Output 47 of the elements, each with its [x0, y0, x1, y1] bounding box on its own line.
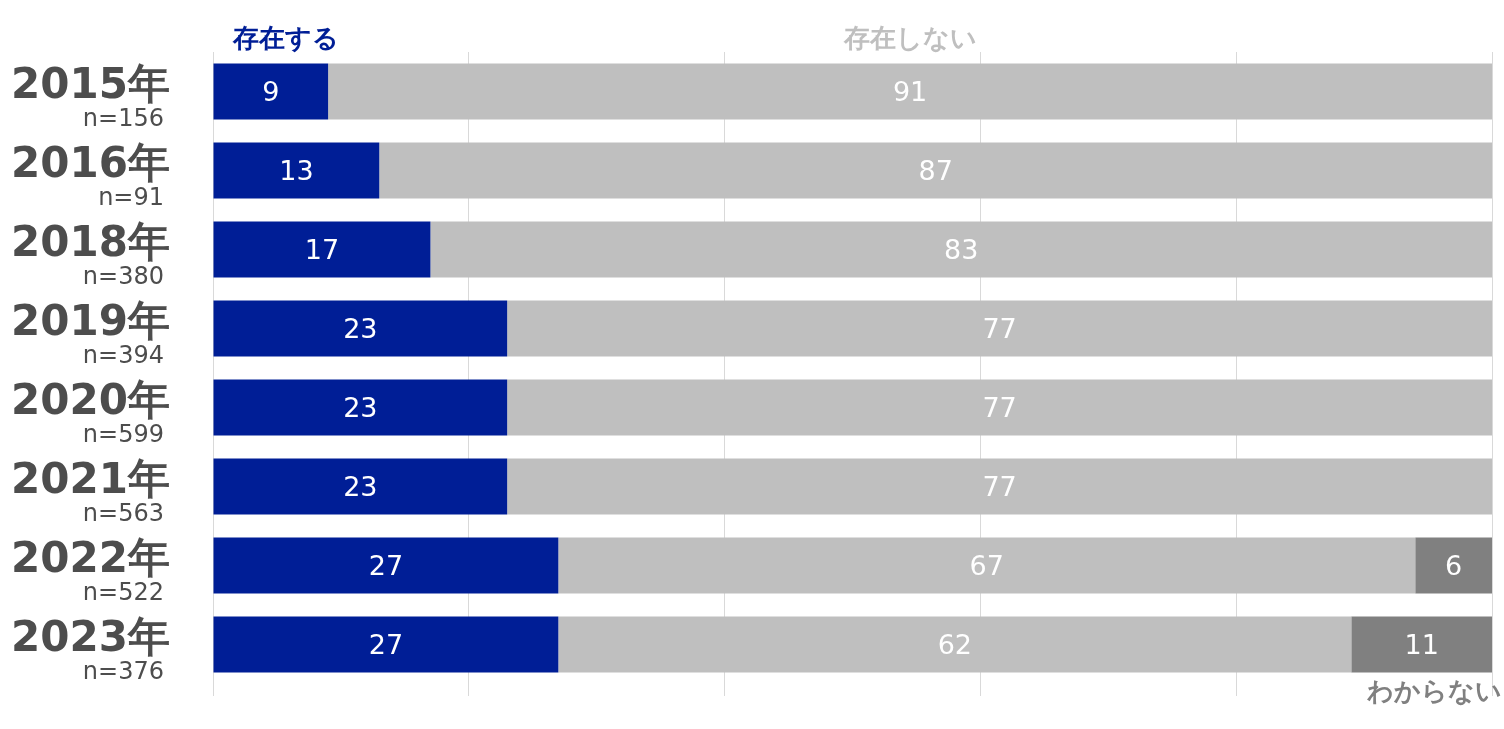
data-label: 83 [944, 233, 979, 265]
series-label: 存在する [231, 23, 339, 54]
bar [213, 458, 508, 515]
bar [507, 379, 1492, 436]
bar [1351, 616, 1492, 673]
y-tick-label: 2015年 n=156 [11, 59, 170, 132]
data-label: 27 [368, 549, 404, 581]
bar [213, 63, 329, 120]
y-tick-label: 2021年 n=563 [11, 454, 170, 527]
data-label: 62 [937, 628, 972, 660]
bar [213, 537, 559, 594]
data-label: 17 [304, 233, 340, 265]
series-label: わからない [1366, 676, 1502, 707]
data-label: 9 [262, 75, 280, 107]
data-label: 23 [343, 312, 378, 344]
bar [328, 63, 1492, 120]
data-label: 23 [343, 470, 378, 502]
y-tick-label: 2022年 n=522 [11, 533, 170, 606]
bar [430, 221, 1492, 278]
bar [507, 300, 1492, 357]
bar [507, 458, 1492, 515]
data-label: 67 [969, 549, 1004, 581]
bar [213, 221, 431, 278]
bar [213, 379, 508, 436]
data-label: 77 [982, 312, 1017, 344]
bar [213, 142, 380, 199]
data-label: 77 [982, 391, 1017, 423]
data-label: 23 [343, 391, 378, 423]
bar [213, 616, 559, 673]
data-label: 27 [368, 628, 404, 660]
data-label: 87 [918, 154, 953, 186]
data-label: 91 [892, 75, 928, 107]
y-tick-label: 2019年 n=394 [11, 296, 170, 369]
bar [1415, 537, 1492, 594]
bar [558, 616, 1352, 673]
series-label: 存在しない [842, 23, 977, 54]
y-tick-label: 2018年 n=380 [11, 217, 170, 290]
data-label: 11 [1404, 628, 1439, 660]
bar [213, 300, 508, 357]
data-label: 13 [279, 154, 314, 186]
y-tick-label: 2016年 n=91 [11, 138, 170, 211]
data-label: 6 [1445, 549, 1463, 581]
y-tick-label: 2020年 n=599 [11, 375, 170, 448]
data-label: 77 [982, 470, 1017, 502]
bar [379, 142, 1492, 199]
y-tick-label: 2023年 n=376 [11, 612, 170, 685]
bar [558, 537, 1416, 594]
